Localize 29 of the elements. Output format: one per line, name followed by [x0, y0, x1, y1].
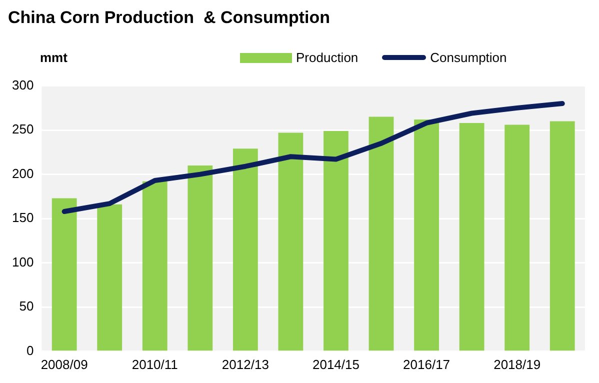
y-tick-label: 50	[19, 298, 34, 314]
bar	[278, 132, 304, 351]
y-tick-label: 0	[26, 342, 34, 358]
y-tick-label: 150	[12, 210, 34, 226]
y-tick-label: 300	[12, 77, 34, 92]
x-tick-label: 2018/19	[494, 356, 541, 372]
legend-label: Consumption	[430, 50, 507, 65]
bar	[550, 121, 575, 351]
bar	[188, 165, 213, 351]
bar	[504, 124, 530, 351]
x-tick-label: 2014/15	[312, 356, 360, 372]
x-tick-label: 2010/11	[132, 356, 178, 372]
bar	[97, 204, 122, 351]
x-tick-label: 2012/13	[222, 356, 269, 372]
y-tick-label: 200	[12, 166, 34, 181]
legend-label: Production	[296, 50, 358, 65]
bar	[459, 122, 484, 351]
bar	[52, 198, 77, 351]
y-axis-title: mmt	[40, 50, 68, 65]
bar	[368, 116, 394, 351]
bar	[414, 119, 439, 351]
x-tick-label: 2016/17	[403, 356, 450, 372]
chart-title: China Corn Production & Consumption	[8, 8, 330, 28]
y-tick-label: 250	[12, 122, 34, 137]
bar	[142, 181, 168, 351]
bar	[232, 148, 258, 351]
x-tick-label: 2008/09	[40, 356, 88, 372]
bar	[324, 130, 348, 351]
y-tick-label: 100	[12, 254, 34, 270]
